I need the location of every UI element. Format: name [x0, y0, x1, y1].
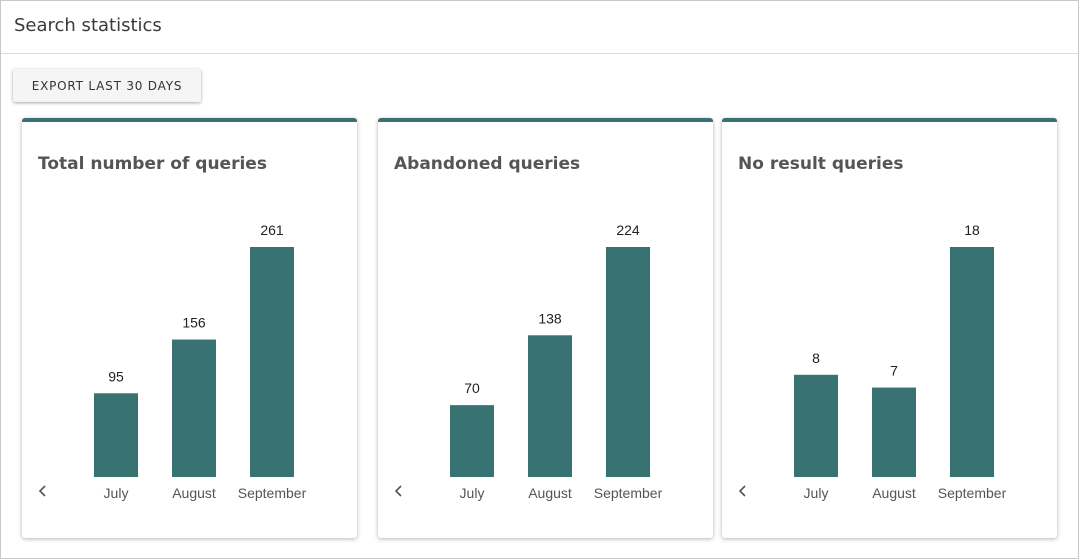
bar-chart: 95 July 156 August 261 September [94, 222, 307, 501]
bar-september [606, 247, 650, 477]
x-tick-label: August [172, 485, 216, 501]
chart-card-total-queries: Total number of queries 95 July 156 August 2… [22, 118, 357, 538]
data-label: 70 [464, 380, 480, 396]
bar-august [872, 387, 916, 477]
bar-july [450, 405, 494, 477]
bar-july [94, 393, 138, 477]
bar-september [950, 247, 994, 477]
bar-september [250, 247, 294, 477]
data-label: 95 [108, 368, 124, 384]
bar-july [794, 374, 838, 477]
chart-card-no-result-queries: No result queries 8 July 7 August 18 Septembe… [722, 118, 1057, 538]
chevron-left-icon[interactable] [36, 482, 50, 500]
x-tick-label: August [872, 485, 916, 501]
bar-chart: 70 July 138 August 224 September [450, 222, 663, 501]
data-label: 8 [812, 350, 820, 366]
x-tick-label: July [804, 485, 829, 501]
x-tick-label: July [460, 485, 485, 501]
bar-august [528, 335, 572, 477]
chart-card-abandoned-queries: Abandoned queries 70 July 138 August 224 Sept… [378, 118, 713, 538]
data-label: 138 [538, 310, 562, 326]
panel-header: Search statistics [1, 1, 1078, 54]
data-label: 156 [182, 315, 206, 331]
chevron-left-icon[interactable] [392, 482, 406, 500]
chart-title: Total number of queries [38, 154, 267, 174]
data-label: 7 [890, 363, 898, 379]
page-title: Search statistics [14, 15, 162, 36]
x-tick-label: September [594, 485, 663, 501]
chart-title: No result queries [738, 154, 904, 174]
data-label: 224 [616, 222, 640, 238]
chevron-left-icon[interactable] [736, 482, 750, 500]
x-tick-label: September [238, 485, 307, 501]
x-tick-label: September [938, 485, 1007, 501]
data-label: 18 [964, 222, 980, 238]
data-label: 261 [260, 222, 284, 238]
export-last-30-days-button[interactable]: EXPORT LAST 30 DAYS [13, 69, 201, 102]
bar-august [172, 339, 216, 477]
x-tick-label: August [528, 485, 572, 501]
x-tick-label: July [104, 485, 129, 501]
bar-chart: 8 July 7 August 18 September [794, 222, 1007, 501]
chart-title: Abandoned queries [394, 154, 581, 174]
